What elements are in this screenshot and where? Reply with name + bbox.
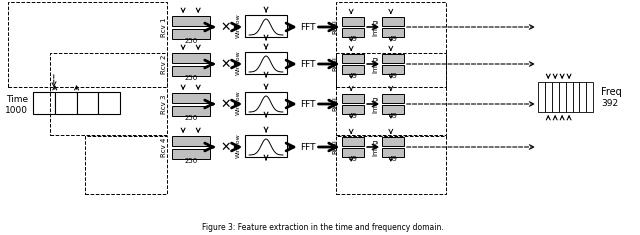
Text: Window: Window — [236, 134, 241, 158]
Bar — [382, 28, 404, 37]
Bar — [245, 15, 287, 37]
Bar — [566, 82, 573, 112]
Bar — [342, 28, 364, 37]
Bar — [84, 136, 167, 194]
Text: ✕: ✕ — [220, 58, 230, 70]
Text: Real: Real — [332, 57, 339, 71]
Text: ✕: ✕ — [220, 20, 230, 34]
Bar — [382, 94, 404, 103]
Text: Imag: Imag — [372, 95, 378, 113]
Text: Rcv 4: Rcv 4 — [161, 137, 167, 157]
Bar — [172, 53, 209, 63]
Bar — [172, 149, 209, 159]
Bar — [552, 82, 559, 112]
Bar — [342, 94, 364, 103]
Bar — [382, 17, 404, 26]
Bar — [337, 53, 445, 135]
Text: ✕: ✕ — [220, 141, 230, 153]
Text: 49: 49 — [388, 36, 397, 42]
Text: Rcv 1: Rcv 1 — [161, 17, 167, 37]
Bar — [382, 137, 404, 146]
Bar — [342, 65, 364, 74]
Bar — [337, 136, 445, 194]
Text: 250: 250 — [184, 38, 197, 44]
Bar — [33, 92, 55, 114]
Bar — [172, 16, 209, 26]
Text: Window: Window — [236, 51, 241, 75]
Bar — [55, 92, 77, 114]
Text: Real: Real — [332, 20, 339, 35]
Text: FFT: FFT — [300, 23, 316, 31]
Bar — [172, 29, 209, 39]
Text: Imag: Imag — [372, 18, 378, 36]
Bar — [382, 148, 404, 157]
Bar — [342, 137, 364, 146]
Bar — [8, 2, 167, 87]
Bar — [77, 92, 99, 114]
Bar — [382, 105, 404, 114]
Bar — [337, 2, 445, 87]
Text: Rcv 3: Rcv 3 — [161, 94, 167, 114]
Text: ✕: ✕ — [220, 98, 230, 110]
Bar — [342, 105, 364, 114]
Bar — [382, 54, 404, 63]
Bar — [99, 92, 120, 114]
Text: 392: 392 — [602, 98, 618, 107]
Bar — [538, 82, 545, 112]
Text: 49: 49 — [388, 73, 397, 79]
Text: Real: Real — [332, 140, 339, 154]
Text: FFT: FFT — [300, 59, 316, 68]
Text: Imag: Imag — [372, 138, 378, 156]
Bar — [172, 106, 209, 116]
Bar — [545, 82, 552, 112]
Text: 49: 49 — [349, 36, 358, 42]
Bar — [586, 82, 593, 112]
Text: 49: 49 — [349, 113, 358, 119]
Bar — [579, 82, 586, 112]
Text: 49: 49 — [349, 73, 358, 79]
Bar — [172, 93, 209, 103]
Bar — [573, 82, 579, 112]
Text: FFT: FFT — [300, 99, 316, 109]
Text: 250: 250 — [184, 75, 197, 81]
Text: Figure 3: Feature extraction in the time and frequency domain.: Figure 3: Feature extraction in the time… — [202, 223, 444, 232]
Text: Window: Window — [236, 91, 241, 115]
Bar — [245, 135, 287, 157]
Text: Imag: Imag — [372, 55, 378, 73]
Text: Freq: Freq — [602, 87, 622, 97]
Text: FFT: FFT — [300, 142, 316, 152]
Bar — [245, 52, 287, 74]
Text: 250: 250 — [184, 158, 197, 164]
Text: 49: 49 — [388, 113, 397, 119]
Bar — [342, 54, 364, 63]
Text: 49: 49 — [349, 156, 358, 162]
Bar — [172, 136, 209, 146]
Text: 250: 250 — [184, 115, 197, 121]
Bar — [50, 53, 167, 135]
Text: Window: Window — [236, 14, 241, 38]
Bar — [172, 66, 209, 76]
Text: Rcv 2: Rcv 2 — [161, 54, 167, 74]
Bar — [245, 92, 287, 114]
Text: 1000: 1000 — [5, 106, 28, 114]
Bar — [559, 82, 566, 112]
Text: 49: 49 — [388, 156, 397, 162]
Bar — [382, 65, 404, 74]
Bar — [342, 17, 364, 26]
Bar — [342, 148, 364, 157]
Text: Real: Real — [332, 97, 339, 111]
Text: Time: Time — [6, 94, 28, 103]
